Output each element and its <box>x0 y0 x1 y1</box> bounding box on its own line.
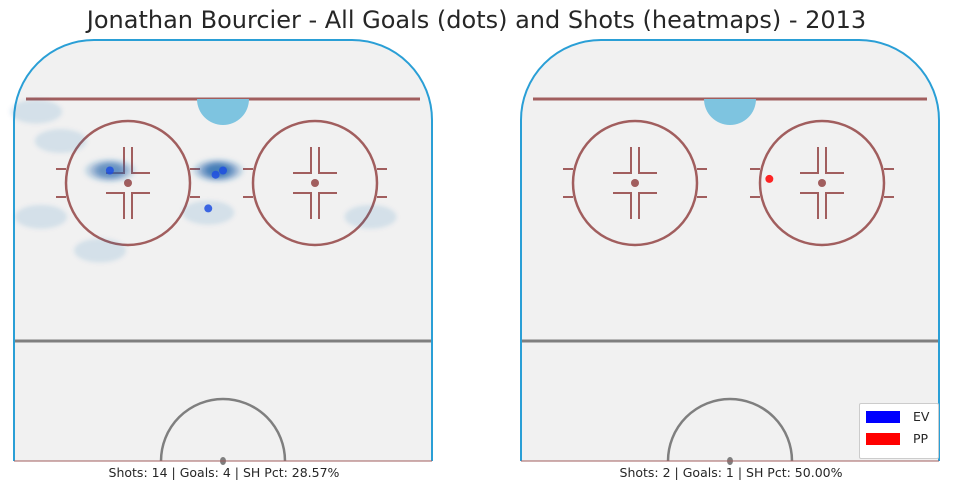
shot-density-contour <box>34 129 87 154</box>
boards <box>13 39 433 461</box>
center-circle <box>159 397 287 462</box>
faceoff-circle <box>571 119 699 247</box>
legend-swatch-pp <box>866 433 900 445</box>
hash-marks <box>750 147 894 219</box>
legend-item-ev: EV <box>866 409 936 425</box>
faceoff-dot <box>818 179 826 187</box>
shot-density-contour <box>182 200 235 225</box>
legend-label-ev: EV <box>913 409 930 424</box>
hash-marks <box>243 147 387 219</box>
boards <box>520 39 940 461</box>
chart-title: Jonathan Bourcier - All Goals (dots) and… <box>86 6 867 34</box>
legend-label-pp: PP <box>913 431 929 446</box>
goal-dot <box>204 204 213 213</box>
legend: EV PP <box>859 403 939 459</box>
goal-dot <box>765 174 774 183</box>
hash-marks <box>563 147 707 219</box>
ice-surface <box>521 40 939 461</box>
shot-density-contour <box>74 238 127 263</box>
faceoff-dot <box>311 179 319 187</box>
pp-panel-caption: Shots: 2 | Goals: 1 | SH Pct: 50.00% <box>619 465 843 480</box>
faceoff-circle <box>758 119 886 247</box>
goal-dot <box>211 170 220 179</box>
faceoff-dot <box>124 179 132 187</box>
faceoff-circle <box>64 119 192 247</box>
legend-swatch-ev <box>866 411 900 423</box>
legend-item-pp: PP <box>866 431 936 447</box>
ice-surface <box>14 40 432 461</box>
goal-dot <box>105 166 114 175</box>
faceoff-circle <box>251 119 379 247</box>
shot-density-contour <box>10 99 63 124</box>
rink-panel-ev <box>10 39 433 465</box>
goal-crease <box>197 99 249 125</box>
rink-panel-pp <box>520 39 940 465</box>
ev-panel-caption: Shots: 14 | Goals: 4 | SH Pct: 28.57% <box>108 465 340 480</box>
faceoff-dot <box>631 179 639 187</box>
goal-dot <box>219 166 227 175</box>
shot-density-contour <box>344 204 397 229</box>
goal-crease <box>704 99 756 125</box>
shot-density-contour <box>15 204 68 229</box>
center-circle <box>666 397 794 462</box>
